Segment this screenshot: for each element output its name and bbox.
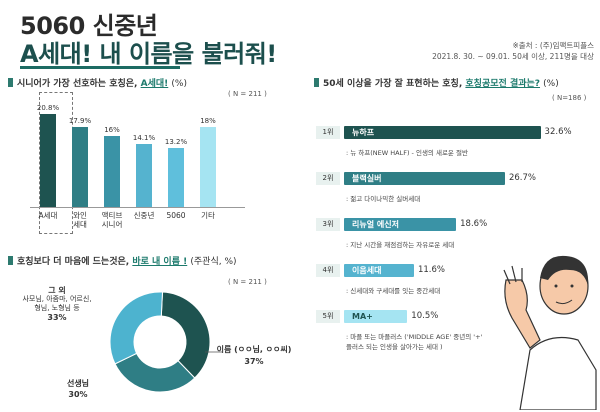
category-label: A세대 bbox=[38, 211, 58, 220]
category-label: 신중년 bbox=[133, 211, 155, 220]
rank-name: 블랙실버 bbox=[352, 174, 382, 183]
rank-bar bbox=[344, 172, 505, 185]
section1-n-label: ( N = 211 ) bbox=[228, 90, 267, 98]
bar-value-label: 17.9% bbox=[68, 117, 92, 126]
section2-title-highlight: 바로 내 이름 ! bbox=[132, 257, 188, 267]
section-marker bbox=[314, 78, 319, 87]
rank-description: : 뉴 하프(NEW HALF) - 인생의 새로운 절반 bbox=[346, 149, 468, 157]
person-illustration bbox=[503, 255, 597, 410]
bar-value-label: 13.2% bbox=[164, 138, 188, 147]
section2-title: 호칭보다 더 마음에 드는것은, 바로 내 이름 ! (주관식, %) bbox=[8, 254, 237, 267]
donut-label-name-name: 이름 (ㅇㅇ님, ㅇㅇ씨) bbox=[216, 345, 292, 354]
bar-value-label: 18% bbox=[200, 116, 216, 125]
rank-bar bbox=[344, 310, 408, 323]
source-note: ※출처 : (주)임팩트피플스 2021.8. 30. ~ 09.01. 50세… bbox=[432, 40, 594, 62]
rank-description: : 젊고 다이나믹한 실버세대 bbox=[346, 195, 421, 203]
rank-name: 뉴하프 bbox=[352, 128, 375, 137]
rank-percent: 32.6% bbox=[544, 127, 572, 137]
rank-badge: 3위 bbox=[316, 218, 340, 231]
rank-badge: 2위 bbox=[316, 172, 340, 185]
donut-leader-line bbox=[205, 351, 223, 353]
section-marker bbox=[8, 78, 13, 87]
title-underline bbox=[20, 66, 180, 69]
section1-title-suffix: (%) bbox=[171, 79, 187, 89]
rank-bar bbox=[344, 126, 541, 139]
rank-name: 이음세대 bbox=[352, 266, 382, 275]
rank-name: 리뉴얼 에신저 bbox=[352, 220, 399, 229]
section-marker bbox=[8, 256, 13, 265]
section1-title-pre: 시니어가 가장 선호하는 호칭은, bbox=[17, 79, 138, 89]
category-label: 기타 bbox=[201, 211, 215, 220]
donut-label-etc-line1: 그 외 bbox=[48, 286, 66, 295]
name-donut-chart bbox=[109, 291, 211, 393]
section3-title-pre: 50세 이상을 가장 잘 표현하는 호칭, bbox=[323, 79, 463, 89]
rank-description: : 신세대와 구세대를 잇는 중간세대 bbox=[346, 287, 441, 295]
page-title-line1: 5060 신중년 bbox=[20, 12, 158, 40]
donut-slice bbox=[160, 291, 211, 379]
donut-label-name-value: 37% bbox=[244, 357, 264, 366]
rank-percent: 26.7% bbox=[508, 173, 536, 183]
donut-label-teacher: 선생님 30% bbox=[56, 378, 100, 400]
donut-label-etc: 그 외 사모님, 아줌마, 어르신, 형님, 노형님 등 33% bbox=[12, 286, 102, 322]
bar-value-label: 20.8% bbox=[36, 104, 60, 113]
bar bbox=[136, 144, 152, 207]
section3-title-suffix: (%) bbox=[543, 79, 559, 89]
rank-badge: 1위 bbox=[316, 126, 340, 139]
rank-percent: 10.5% bbox=[411, 311, 439, 321]
section2-n-label: ( N = 211 ) bbox=[228, 278, 267, 286]
donut-label-etc-line2: 사모님, 아줌마, 어르신, bbox=[22, 295, 92, 303]
donut-slice bbox=[109, 291, 164, 365]
rank-description: : 마플 또는 마플러스 ('MIDDLE AGE' 중년의 '+' 플러스 되는… bbox=[346, 333, 483, 351]
bar-value-label: 14.1% bbox=[132, 134, 156, 143]
rank-bar bbox=[344, 264, 414, 277]
rank-name: MA+ bbox=[352, 312, 373, 321]
bar bbox=[104, 135, 120, 207]
preference-bar-chart: 20.8% A세대 17.9% 와인 세대 16% 액티브 시니어 14.1% 신중년 13.2% 5… bbox=[30, 95, 245, 232]
page-title-line2: A세대! 내 이름을 불러줘! bbox=[20, 40, 277, 68]
rank-badge: 5위 bbox=[316, 310, 340, 323]
category-label: 액티브 시니어 bbox=[101, 211, 123, 229]
section2-title-suffix: (주관식, %) bbox=[190, 257, 237, 267]
section1-title-highlight: A세대! bbox=[140, 79, 169, 89]
bar bbox=[168, 148, 184, 207]
rank-percent: 18.6% bbox=[460, 219, 488, 229]
donut-label-teacher-value: 30% bbox=[68, 390, 88, 399]
donut-label-etc-line3: 형님, 노형님 등 bbox=[34, 304, 80, 312]
rank-description: : 지난 시간을 재점검하는 자유로운 세대 bbox=[346, 241, 455, 249]
bar-value-label: 16% bbox=[104, 125, 120, 134]
source-line1: ※출처 : (주)임팩트피플스 bbox=[512, 41, 594, 50]
donut-label-teacher-name: 선생님 bbox=[66, 379, 90, 388]
donut-label-etc-value: 33% bbox=[47, 313, 67, 322]
bar bbox=[72, 127, 88, 207]
section3-title: 50세 이상을 가장 잘 표현하는 호칭, 호칭공모전 결과는? (%) bbox=[314, 76, 559, 89]
rank-percent: 11.6% bbox=[417, 265, 445, 275]
category-label: 와인 세대 bbox=[73, 211, 87, 229]
section3-n-label: ( N=186 ) bbox=[552, 94, 587, 102]
contest-results-chart: 1위 뉴하프 32.6% : 뉴 하프(NEW HALF) - 인생의 새로운 절반 2… bbox=[316, 126, 586, 351]
bar bbox=[40, 114, 56, 207]
x-axis-line bbox=[30, 207, 245, 208]
section2-title-pre: 호칭보다 더 마음에 드는것은, bbox=[17, 257, 130, 267]
donut-label-name: 이름 (ㅇㅇ님, ㅇㅇ씨) 37% bbox=[212, 344, 296, 368]
rank-badge: 4위 bbox=[316, 264, 340, 277]
source-line2: 2021.8. 30. ~ 09.01. 50세 이상, 211명을 대상 bbox=[432, 52, 594, 61]
category-label: 5060 bbox=[166, 211, 186, 220]
bar bbox=[200, 126, 216, 207]
section3-title-highlight: 호칭공모전 결과는? bbox=[465, 79, 541, 89]
rank-bar bbox=[344, 218, 457, 231]
section1-title: 시니어가 가장 선호하는 호칭은, A세대! (%) bbox=[8, 76, 187, 89]
